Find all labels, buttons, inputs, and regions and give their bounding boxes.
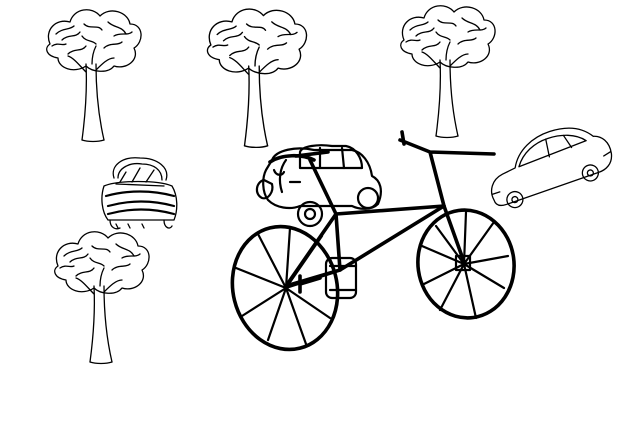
tree-bottom-left [54,231,150,365]
car-right [478,114,620,215]
tree-top-middle [206,8,308,149]
car-vintage [255,144,382,228]
car-front-left [100,156,178,230]
tree-top-right [400,5,496,139]
bicycle [230,130,516,352]
tree-top-left [46,9,142,143]
